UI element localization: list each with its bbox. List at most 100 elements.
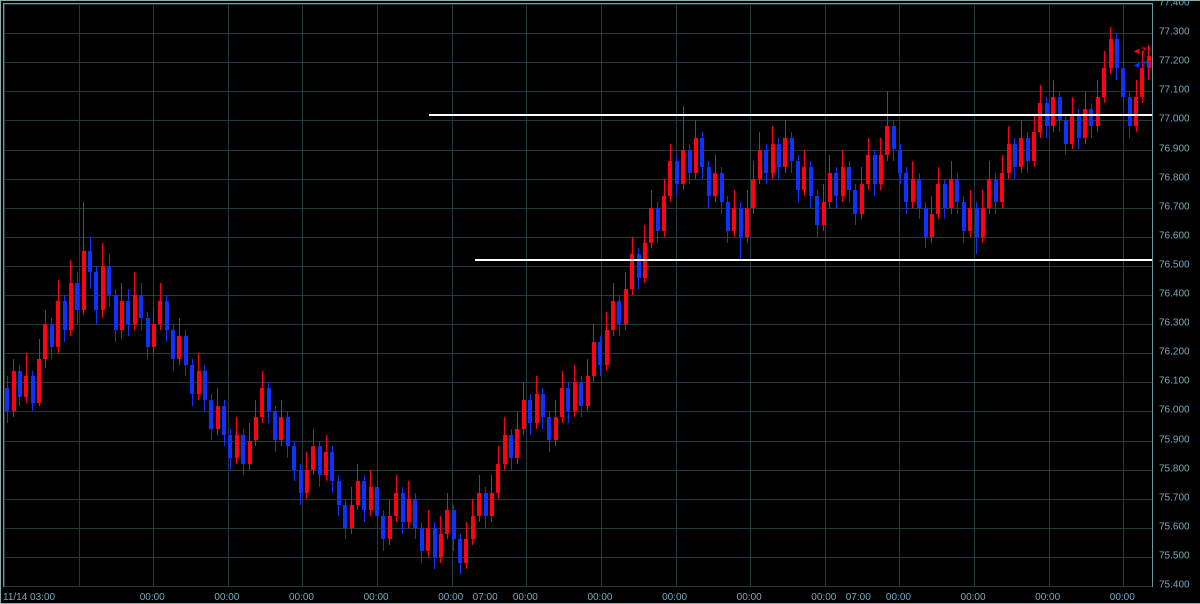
candle-body[interactable] bbox=[203, 371, 207, 400]
candle-body[interactable] bbox=[1064, 120, 1068, 143]
chart-plot-area[interactable]: ◄77◄77 bbox=[3, 3, 1153, 587]
candle-body[interactable] bbox=[63, 301, 67, 330]
candle-body[interactable] bbox=[248, 441, 252, 464]
candle-body[interactable] bbox=[668, 161, 672, 196]
candle-body[interactable] bbox=[107, 266, 111, 295]
candle-body[interactable] bbox=[5, 388, 9, 411]
candle-body[interactable] bbox=[394, 493, 398, 516]
candle-body[interactable] bbox=[420, 528, 424, 551]
candle-body[interactable] bbox=[624, 289, 628, 324]
candle-body[interactable] bbox=[586, 376, 590, 405]
candle-body[interactable] bbox=[56, 301, 60, 348]
resistance-line[interactable] bbox=[429, 114, 1152, 116]
candle-body[interactable] bbox=[471, 516, 475, 539]
candle-body[interactable] bbox=[943, 184, 947, 207]
candle-body[interactable] bbox=[975, 208, 979, 237]
candle-body[interactable] bbox=[994, 179, 998, 202]
candle-body[interactable] bbox=[120, 301, 124, 330]
candle-body[interactable] bbox=[433, 528, 437, 557]
candle-body[interactable] bbox=[171, 330, 175, 359]
candle-body[interactable] bbox=[1070, 115, 1074, 144]
candle-body[interactable] bbox=[936, 184, 940, 213]
candle-body[interactable] bbox=[477, 493, 481, 516]
candle-body[interactable] bbox=[209, 400, 213, 429]
candle-body[interactable] bbox=[241, 435, 245, 464]
candle-body[interactable] bbox=[413, 499, 417, 528]
candle-body[interactable] bbox=[917, 179, 921, 208]
candle-body[interactable] bbox=[216, 406, 220, 429]
candle-body[interactable] bbox=[1007, 144, 1011, 173]
candle-body[interactable] bbox=[675, 161, 679, 184]
candle-body[interactable] bbox=[617, 301, 621, 324]
candle-body[interactable] bbox=[18, 371, 22, 397]
candle-body[interactable] bbox=[452, 510, 456, 539]
candle-body[interactable] bbox=[802, 167, 806, 190]
candle-body[interactable] bbox=[484, 493, 488, 516]
candle-body[interactable] bbox=[401, 493, 405, 522]
candle-body[interactable] bbox=[688, 150, 692, 173]
candle-body[interactable] bbox=[745, 208, 749, 237]
candle-body[interactable] bbox=[152, 324, 156, 347]
candle-body[interactable] bbox=[37, 359, 41, 403]
candle-body[interactable] bbox=[267, 388, 271, 411]
candle-body[interactable] bbox=[1115, 39, 1119, 68]
candle-body[interactable] bbox=[158, 301, 162, 324]
candle-body[interactable] bbox=[362, 481, 366, 510]
candle-body[interactable] bbox=[822, 202, 826, 225]
candle-body[interactable] bbox=[1026, 138, 1030, 161]
candle-body[interactable] bbox=[1089, 109, 1093, 126]
candle-body[interactable] bbox=[541, 394, 545, 417]
candle-body[interactable] bbox=[777, 144, 781, 167]
candle-body[interactable] bbox=[439, 534, 443, 557]
candle-body[interactable] bbox=[337, 481, 341, 504]
candle-body[interactable] bbox=[330, 452, 334, 481]
candle-body[interactable] bbox=[535, 394, 539, 423]
candle-body[interactable] bbox=[356, 481, 360, 504]
candle-body[interactable] bbox=[522, 400, 526, 429]
candle-body[interactable] bbox=[445, 510, 449, 533]
candle-body[interactable] bbox=[375, 487, 379, 516]
candle-body[interactable] bbox=[790, 138, 794, 161]
candle-body[interactable] bbox=[853, 190, 857, 213]
candle-body[interactable] bbox=[834, 173, 838, 196]
candle-body[interactable] bbox=[892, 126, 896, 149]
candle-body[interactable] bbox=[700, 138, 704, 167]
candle-body[interactable] bbox=[12, 371, 16, 412]
candle-body[interactable] bbox=[292, 446, 296, 469]
candle-body[interactable] bbox=[1140, 68, 1144, 97]
candle-body[interactable] bbox=[184, 336, 188, 365]
candle-body[interactable] bbox=[1109, 39, 1113, 68]
candle-body[interactable] bbox=[962, 202, 966, 231]
candle-body[interactable] bbox=[732, 208, 736, 231]
candle-body[interactable] bbox=[860, 184, 864, 213]
candle-body[interactable] bbox=[841, 167, 845, 196]
candle-body[interactable] bbox=[139, 295, 143, 318]
candle-body[interactable] bbox=[751, 179, 755, 208]
candle-body[interactable] bbox=[490, 493, 494, 516]
candle-body[interactable] bbox=[1058, 97, 1062, 120]
candle-body[interactable] bbox=[381, 516, 385, 539]
candle-body[interactable] bbox=[369, 487, 373, 510]
candle-body[interactable] bbox=[426, 528, 430, 551]
candle-body[interactable] bbox=[273, 411, 277, 440]
candle-body[interactable] bbox=[114, 295, 118, 330]
candle-body[interactable] bbox=[503, 435, 507, 464]
candle-body[interactable] bbox=[235, 435, 239, 458]
candle-body[interactable] bbox=[101, 266, 105, 310]
candle-body[interactable] bbox=[566, 388, 570, 411]
candle-body[interactable] bbox=[1096, 97, 1100, 126]
candle-body[interactable] bbox=[847, 167, 851, 190]
candle-body[interactable] bbox=[1013, 144, 1017, 167]
candle-body[interactable] bbox=[598, 342, 602, 365]
candle-body[interactable] bbox=[828, 173, 832, 202]
candle-body[interactable] bbox=[649, 208, 653, 243]
candle-body[interactable] bbox=[515, 429, 519, 458]
candle-body[interactable] bbox=[739, 208, 743, 237]
candle-body[interactable] bbox=[573, 382, 577, 411]
candle-body[interactable] bbox=[783, 138, 787, 167]
candle-body[interactable] bbox=[1000, 173, 1004, 202]
candle-body[interactable] bbox=[1134, 97, 1138, 126]
candle-body[interactable] bbox=[133, 295, 137, 324]
candle-body[interactable] bbox=[1038, 103, 1042, 132]
candle-body[interactable] bbox=[286, 417, 290, 446]
